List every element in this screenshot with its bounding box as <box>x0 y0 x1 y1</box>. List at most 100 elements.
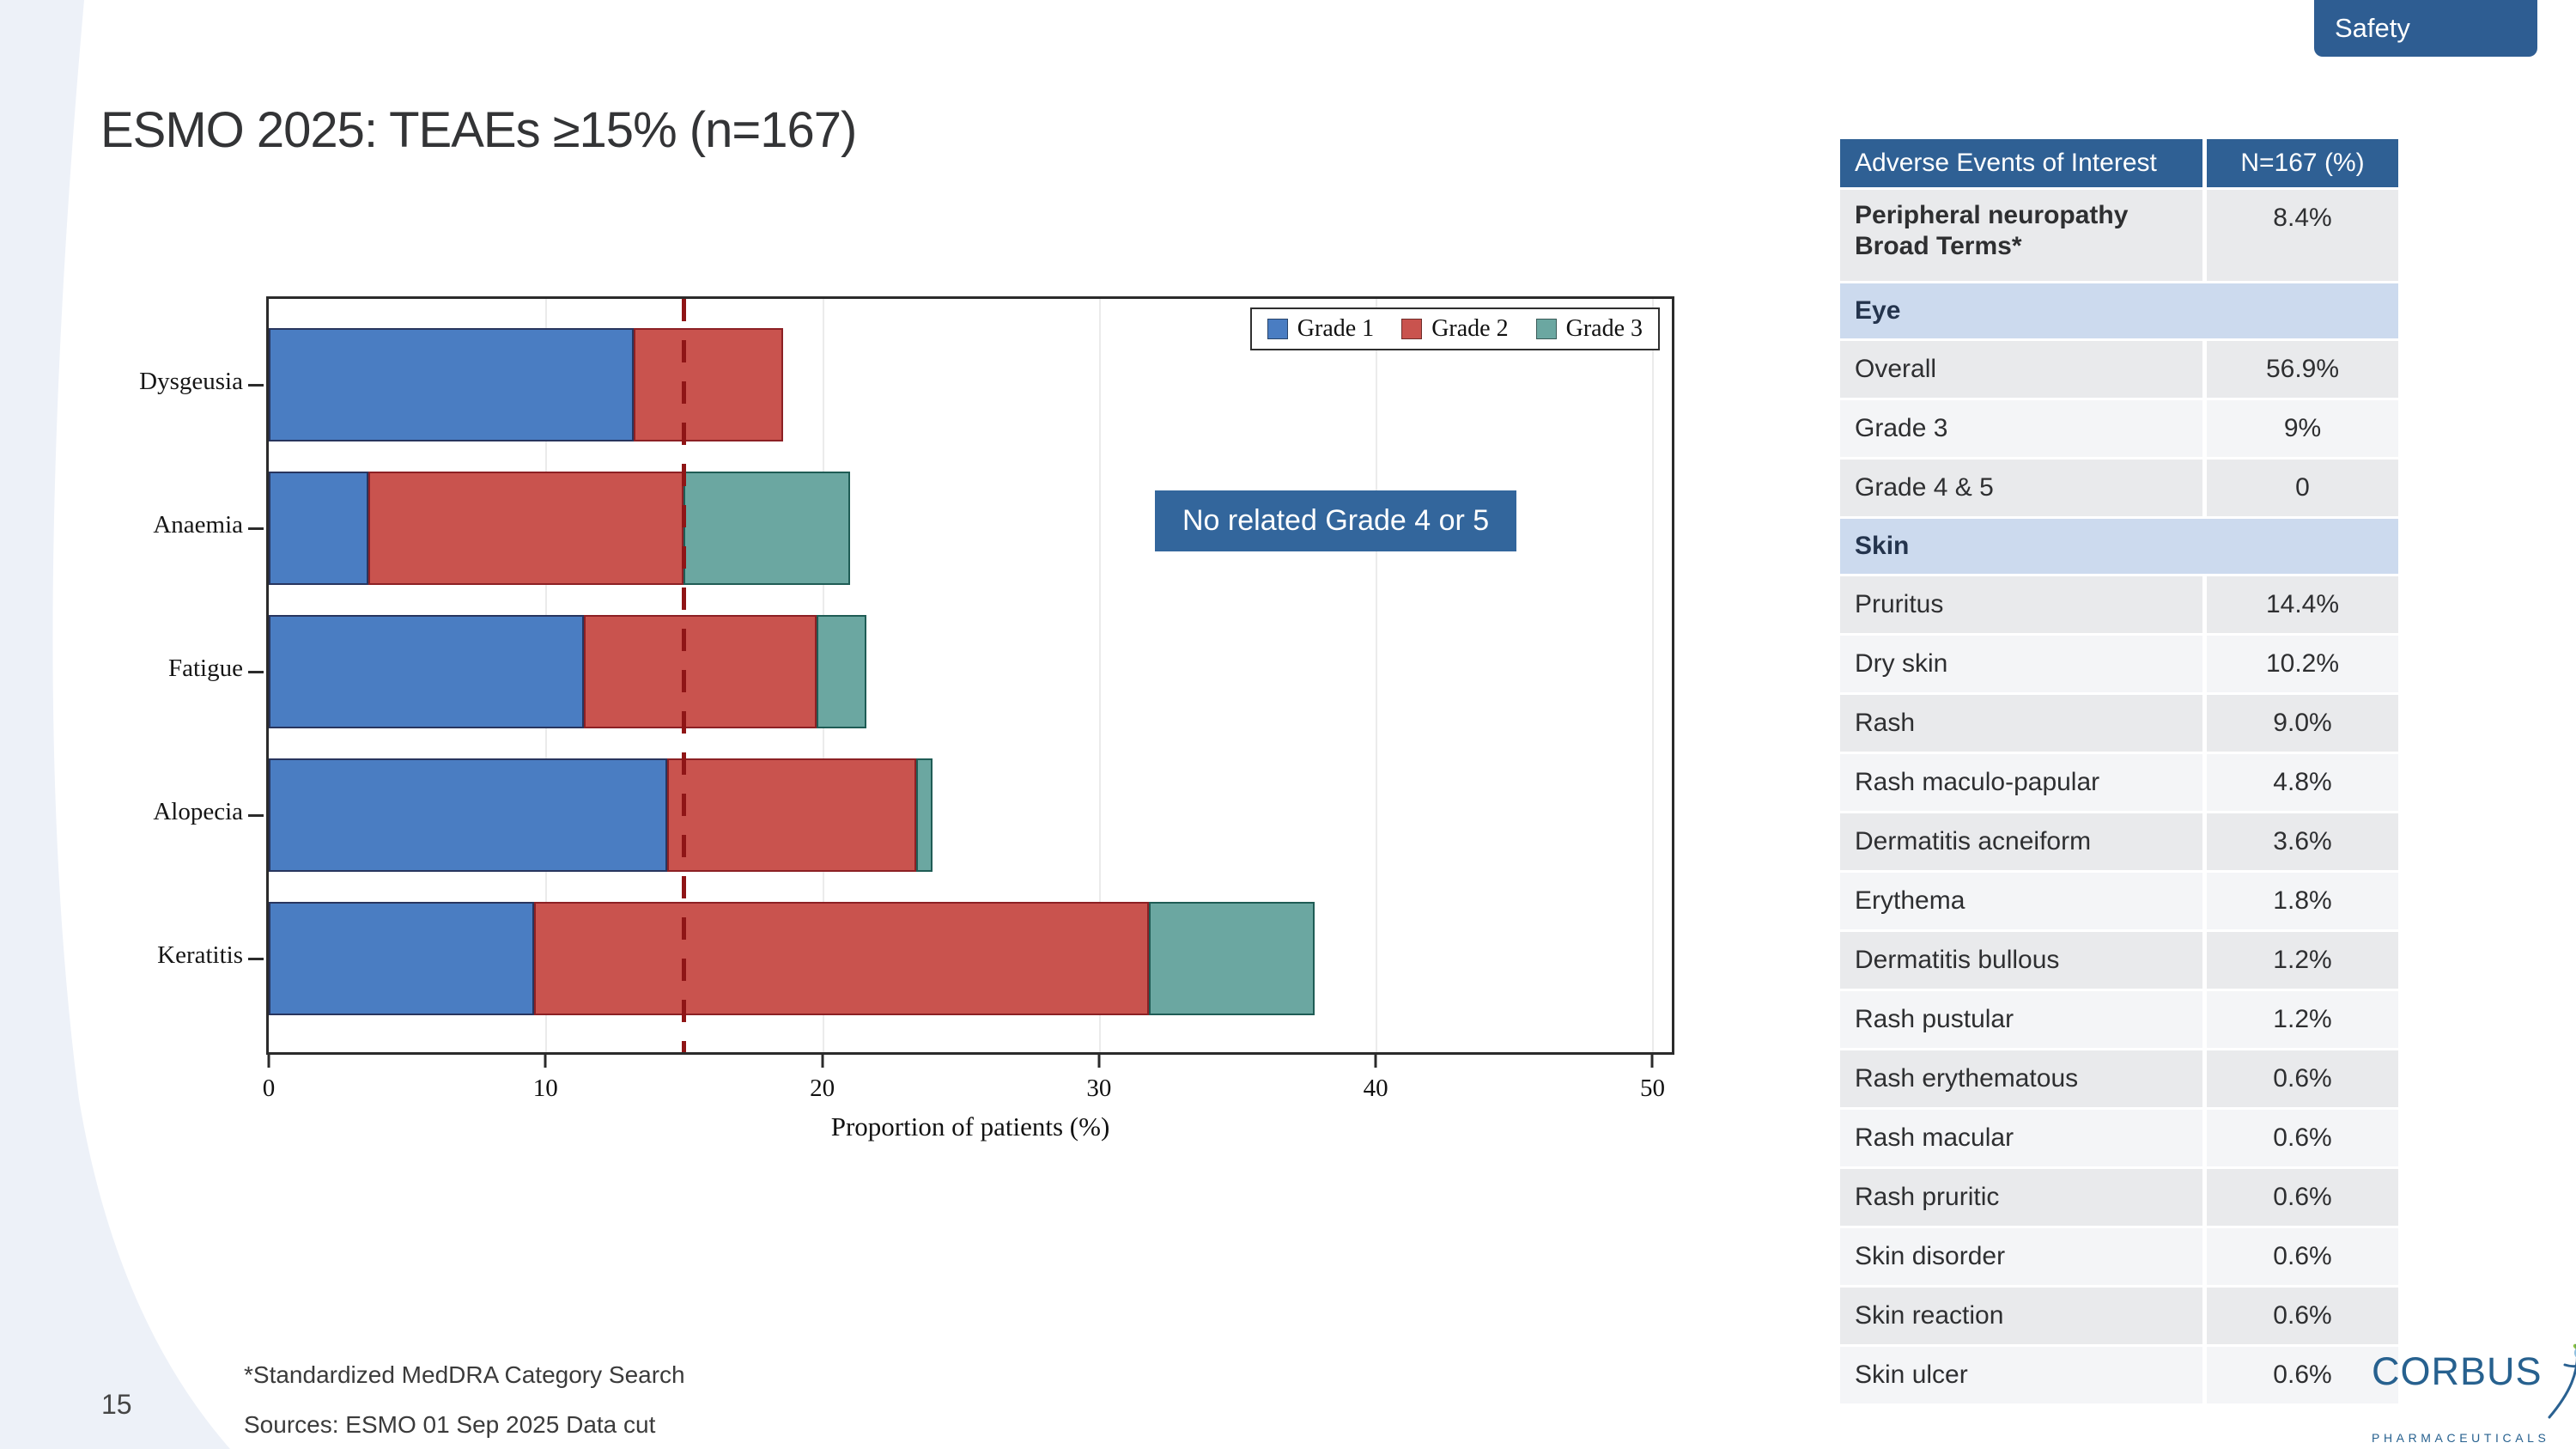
reference-line-15pct <box>682 299 687 1052</box>
x-axis-tick <box>1374 1055 1377 1068</box>
y-axis-tick <box>248 958 264 960</box>
chart-legend: Grade 1 Grade 2 Grade 3 <box>1249 307 1660 350</box>
table-row: Rash pruritic 0.6% <box>1840 1169 2398 1228</box>
y-axis-tick <box>248 814 264 817</box>
bar-segment-grade-3 <box>683 472 850 585</box>
table-row: Rash 9.0% <box>1840 695 2398 754</box>
table-row: Dermatitis bullous 1.2% <box>1840 932 2398 991</box>
table-section-row: Eye <box>1840 283 2398 341</box>
ae-value: 0.6% <box>2273 1183 2332 1211</box>
x-axis-tick <box>1650 1055 1654 1068</box>
x-axis-title: Proportion of patients (%) <box>830 1111 1110 1142</box>
sources: Sources: ESMO 01 Sep 2025 Data cut <box>244 1411 656 1438</box>
logo-wordmark: CORBUS <box>2372 1349 2543 1393</box>
ae-value: 9.0% <box>2273 709 2332 737</box>
ae-value: 1.2% <box>2273 1005 2332 1033</box>
annotation-no-grade-4-or-5: No related Grade 4 or 5 <box>1155 490 1517 551</box>
ae-value: 14.4% <box>2265 590 2340 618</box>
table-row: Dry skin 10.2% <box>1840 636 2398 695</box>
ae-label: Rash <box>1840 695 2207 752</box>
ae-value: 0.6% <box>2273 1064 2332 1093</box>
table-row: Skin reaction 0.6% <box>1840 1288 2398 1347</box>
background-swoosh-decoration <box>0 0 230 1449</box>
table-row: Erythema 1.8% <box>1840 873 2398 932</box>
bar-segment-grade-3 <box>1148 902 1315 1015</box>
ae-label: Grade 3 <box>1840 400 2207 457</box>
ae-label: Dermatitis bullous <box>1840 932 2207 989</box>
table-row: Peripheral neuropathy Broad Terms* 8.4% <box>1840 190 2398 283</box>
ae-label: Rash pruritic <box>1840 1169 2207 1226</box>
ae-label: Dermatitis acneiform <box>1840 813 2207 870</box>
gridline <box>1098 299 1101 1052</box>
bar-segment-grade-3 <box>916 758 933 872</box>
ae-value: 1.2% <box>2273 946 2332 974</box>
bar-segment-grade-1 <box>269 615 585 728</box>
legend-swatch <box>1401 319 1423 339</box>
legend-item: Grade 3 <box>1535 315 1643 343</box>
ae-value: 9% <box>2283 414 2322 442</box>
section-label: Skin <box>1855 532 1910 560</box>
bar-segment-grade-2 <box>584 615 817 728</box>
table-header-row: Adverse Events of Interest N=167 (%) <box>1840 139 2398 190</box>
y-axis-tick <box>248 671 264 673</box>
tab-safety[interactable]: Safety <box>2314 0 2537 57</box>
legend-label: Grade 2 <box>1431 315 1509 342</box>
ae-label: Rash erythematous <box>1840 1050 2207 1107</box>
x-axis-tick-label: 40 <box>1363 1075 1388 1102</box>
logo-subtitle: PHARMACEUTICALS <box>2372 1431 2550 1445</box>
adverse-events-table: Adverse Events of Interest N=167 (%) Perip… <box>1840 139 2398 1406</box>
bar-segment-grade-2 <box>634 328 784 441</box>
y-axis-category-label: Fatigue <box>168 654 243 682</box>
x-axis-tick <box>1097 1055 1101 1068</box>
footnote: *Standardized MedDRA Category Search <box>244 1361 685 1388</box>
table-row: Grade 4 & 5 0 <box>1840 460 2398 519</box>
y-axis-tick <box>248 527 264 530</box>
ae-value: 56.9% <box>2265 355 2340 383</box>
teae-stacked-bar-chart: Dysgeusia Anaemia Fatigue Alopecia Keratitis… <box>139 296 1674 1102</box>
x-axis-tick-label: 30 <box>1086 1075 1112 1102</box>
ae-value: 0.6% <box>2273 1123 2332 1152</box>
ae-value: 0.6% <box>2273 1361 2332 1389</box>
ae-label: Skin disorder <box>1840 1228 2207 1285</box>
x-axis-tick-label: 20 <box>810 1075 835 1102</box>
table-row: Grade 3 9% <box>1840 400 2398 460</box>
bar-segment-grade-1 <box>269 758 668 872</box>
bar-segment-grade-1 <box>269 328 635 441</box>
ae-label: Erythema <box>1840 873 2207 929</box>
ae-label: Rash pustular <box>1840 991 2207 1048</box>
page-title: ESMO 2025: TEAEs ≥15% (n=167) <box>100 102 857 158</box>
ae-label: Skin ulcer <box>1840 1347 2207 1403</box>
y-axis-category-label: Alopecia <box>153 798 243 825</box>
legend-label: Grade 3 <box>1565 315 1643 342</box>
table-row: Pruritus 14.4% <box>1840 576 2398 636</box>
table-row: Overall 56.9% <box>1840 341 2398 400</box>
table-row: Dermatitis acneiform 3.6% <box>1840 813 2398 873</box>
x-axis-tick <box>821 1055 824 1068</box>
table-section-row: Skin <box>1840 519 2398 576</box>
y-axis-category-label: Dysgeusia <box>139 368 243 395</box>
ae-label: Overall <box>1840 341 2207 398</box>
ae-value: 4.8% <box>2273 768 2332 796</box>
x-axis-tick-label: 0 <box>262 1075 276 1102</box>
tab-safety-label: Safety <box>2335 13 2410 43</box>
legend-item: Grade 1 <box>1267 315 1374 343</box>
bar-segment-grade-2 <box>368 472 684 585</box>
logo-figure-icon <box>2548 1343 2576 1419</box>
gridline <box>1376 299 1378 1052</box>
ae-value: 3.6% <box>2273 827 2332 855</box>
x-axis-tick <box>267 1055 270 1068</box>
y-axis-category-label: Anaemia <box>153 511 243 539</box>
bar-segment-grade-2 <box>667 758 917 872</box>
ae-value: 1.8% <box>2273 886 2332 915</box>
table-header-adverse-events: Adverse Events of Interest <box>1840 139 2207 187</box>
ae-value: 10.2% <box>2265 649 2340 678</box>
bar-segment-grade-1 <box>269 902 535 1015</box>
bar-segment-grade-2 <box>534 902 1149 1015</box>
ae-label: Pruritus <box>1840 576 2207 633</box>
x-axis-tick-label: 50 <box>1639 1075 1665 1102</box>
ae-label: Dry skin <box>1840 636 2207 692</box>
ae-value: 0.6% <box>2273 1242 2332 1270</box>
table-row: Rash pustular 1.2% <box>1840 991 2398 1050</box>
gridline <box>1652 299 1655 1052</box>
legend-item: Grade 2 <box>1401 315 1509 343</box>
